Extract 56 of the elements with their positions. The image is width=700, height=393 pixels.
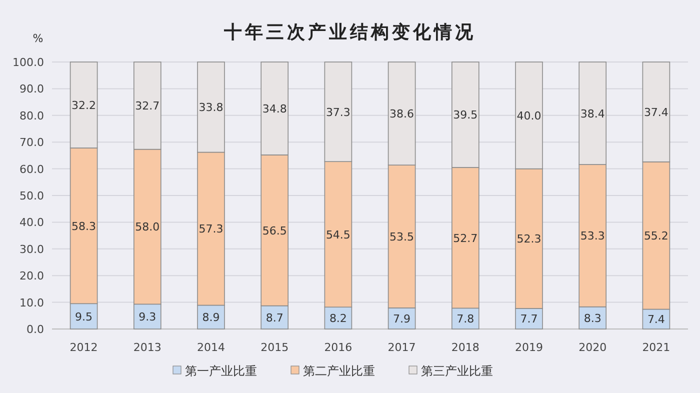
legend-label: 第二产业比重 bbox=[303, 364, 375, 378]
y-tick-label: 10.0 bbox=[20, 296, 44, 310]
data-label: 52.7 bbox=[453, 232, 478, 245]
data-label: 58.0 bbox=[135, 220, 160, 234]
x-tick-label: 2020 bbox=[578, 341, 607, 354]
x-tick-label: 2012 bbox=[70, 341, 98, 354]
data-label: 34.8 bbox=[262, 102, 287, 116]
x-tick-label: 2013 bbox=[133, 341, 162, 354]
data-label: 8.2 bbox=[329, 312, 347, 326]
y-tick-label: 60.0 bbox=[20, 162, 44, 176]
data-label: 38.4 bbox=[580, 107, 605, 120]
data-label: 9.3 bbox=[138, 310, 156, 324]
data-label: 40.0 bbox=[516, 109, 542, 122]
data-label: 7.8 bbox=[456, 312, 474, 326]
data-label: 52.3 bbox=[516, 232, 542, 246]
data-label: 33.8 bbox=[198, 101, 224, 114]
legend-label: 第一产业比重 bbox=[185, 364, 257, 378]
y-axis-title: % bbox=[32, 32, 44, 45]
x-tick-label: 2017 bbox=[388, 341, 416, 354]
data-label: 32.2 bbox=[72, 98, 96, 112]
y-tick-label: 80.0 bbox=[20, 109, 44, 122]
data-label: 7.9 bbox=[393, 312, 411, 326]
data-label: 54.5 bbox=[326, 228, 350, 242]
x-tick-label: 2018 bbox=[451, 341, 480, 354]
data-label: 53.5 bbox=[390, 230, 414, 244]
data-label: 57.3 bbox=[198, 222, 224, 236]
data-label: 8.7 bbox=[266, 311, 284, 324]
x-tick-label: 2019 bbox=[515, 341, 543, 354]
x-tick-label: 2016 bbox=[324, 341, 352, 354]
data-label: 8.3 bbox=[584, 312, 602, 325]
y-tick-label: 0.0 bbox=[26, 323, 44, 336]
data-label: 32.7 bbox=[135, 100, 160, 113]
y-tick-label: 30.0 bbox=[20, 242, 44, 256]
data-label: 58.3 bbox=[72, 220, 96, 233]
data-label: 55.2 bbox=[644, 230, 668, 243]
y-tick-label: 90.0 bbox=[20, 82, 44, 96]
chart-title: 十年三次产业结构变化情况 bbox=[223, 22, 476, 43]
data-label: 53.3 bbox=[580, 230, 605, 243]
x-tick-label: 2015 bbox=[260, 341, 289, 354]
x-tick-label: 2014 bbox=[197, 341, 225, 354]
y-tick-label: 100.0 bbox=[12, 56, 44, 69]
data-label: 37.3 bbox=[326, 106, 350, 119]
data-label: 7.7 bbox=[520, 312, 538, 326]
y-tick-label: 70.0 bbox=[20, 136, 44, 150]
legend-label: 第三产业比重 bbox=[421, 364, 493, 378]
data-label: 38.6 bbox=[390, 108, 414, 121]
y-tick-label: 20.0 bbox=[20, 270, 44, 283]
data-label: 56.5 bbox=[262, 224, 287, 238]
y-tick-label: 50.0 bbox=[20, 190, 44, 202]
data-label: 7.4 bbox=[647, 313, 665, 326]
data-label: 39.5 bbox=[453, 108, 478, 122]
y-tick-label: 40.0 bbox=[20, 216, 44, 230]
data-label: 8.9 bbox=[202, 311, 220, 324]
data-label: 37.4 bbox=[644, 106, 668, 119]
x-tick-label: 2021 bbox=[642, 341, 670, 354]
data-label: 9.5 bbox=[75, 310, 93, 324]
